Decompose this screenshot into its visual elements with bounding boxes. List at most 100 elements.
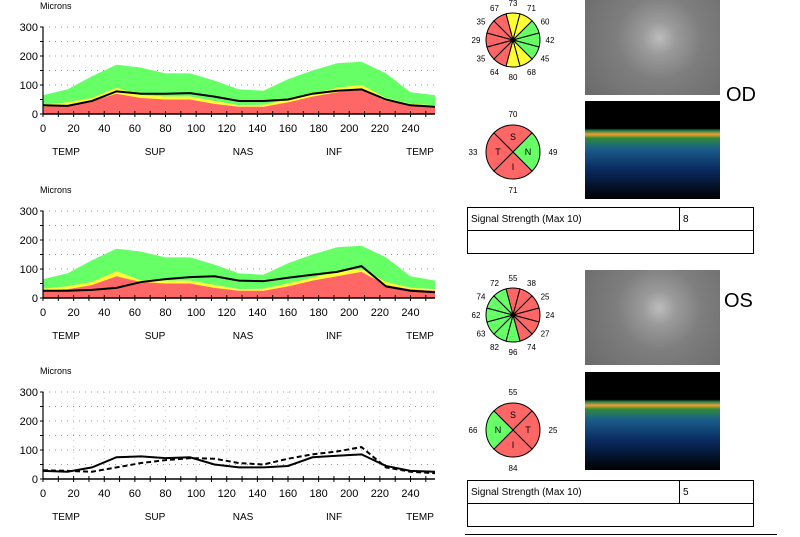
x-tick-label: 240 (401, 123, 419, 135)
sector-label: INF (326, 147, 342, 158)
x-tick-label: 40 (98, 123, 110, 135)
sector-label: TEMP (406, 331, 434, 342)
x-tick-label: 160 (279, 123, 297, 135)
quadrant-value: 49 (549, 148, 558, 157)
tsnit-chart-3: Microns 0 100 200 300 0 20 40 60 80 100 120 140 160 18… (20, 366, 436, 523)
clock-value-label: 55 (509, 274, 518, 283)
x-tick-label: 0 (40, 123, 46, 135)
quadrant-right (512, 132, 541, 172)
x-tick-label: 0 (40, 488, 46, 500)
od-signal-table: Signal Strength (Max 10) 8 (467, 207, 754, 254)
clock-value-label: 74 (527, 343, 536, 352)
quadrant-top (493, 124, 533, 153)
y-tick-label: 300 (20, 206, 38, 218)
x-tick-label: 120 (218, 307, 236, 319)
clock-value-label: 71 (527, 4, 536, 13)
x-tick-label: 60 (129, 488, 141, 500)
clock-value-label: 35 (477, 55, 486, 64)
quadrant-letter: N (525, 147, 532, 157)
clock-value-label: 73 (509, 0, 518, 8)
y-tick-label: 100 (20, 445, 38, 457)
quadrant-bottom (493, 429, 533, 458)
borderline-band (43, 269, 435, 291)
quadrant-left (485, 410, 514, 450)
x-tick-label: 60 (129, 123, 141, 135)
y-tick-label: 200 (20, 51, 38, 63)
x-tick-label: 80 (159, 488, 171, 500)
x-tick-label: 140 (248, 488, 266, 500)
quadrant-letter: I (512, 440, 515, 450)
y-tick-label: 200 (20, 235, 38, 247)
os-oct-scan-image (585, 372, 720, 470)
thickness-line-1 (42, 453, 436, 473)
x-tick-label: 20 (68, 488, 80, 500)
x-tick-label: 240 (401, 307, 419, 319)
os-eye-label: OS (724, 290, 753, 312)
x-tick-label: 140 (248, 307, 266, 319)
thickness-line-2 (42, 446, 436, 475)
x-tick-label: 140 (248, 123, 266, 135)
quadrant-left (485, 132, 514, 172)
quadrant-value: 25 (549, 426, 558, 435)
x-tick-label: 200 (340, 307, 358, 319)
clock-value-label: 63 (477, 330, 486, 339)
quadrant-bottom (493, 151, 533, 180)
os-signal-label: Signal Strength (Max 10) (467, 480, 680, 504)
x-tick-label: 20 (68, 307, 80, 319)
sector-label: INF (326, 512, 342, 523)
tsnit-chart-2: Microns 0 100 200 300 0 20 40 60 80 100 120 140 160 18… (20, 185, 436, 342)
os-quadrant-chart: S 55 T 25 I 84 N 66 (469, 388, 558, 473)
clock-value-label: 45 (541, 55, 550, 64)
y-tick-label: 100 (20, 264, 38, 276)
x-tick-label: 160 (279, 307, 297, 319)
os-signal-value: 5 (679, 480, 754, 504)
x-tick-label: 100 (187, 307, 205, 319)
x-tick-label: 0 (40, 307, 46, 319)
clock-value-label: 27 (541, 330, 550, 339)
x-tick-label: 200 (340, 488, 358, 500)
clock-value-label: 82 (490, 343, 499, 352)
clock-value-label: 80 (509, 73, 518, 82)
outside-normal-band (43, 271, 435, 298)
clock-value-label: 25 (541, 293, 550, 302)
clock-value-label: 68 (527, 68, 536, 77)
clock-value-label: 64 (490, 68, 499, 77)
quadrant-value: 66 (469, 426, 478, 435)
x-tick-label: 60 (129, 307, 141, 319)
x-tick-label: 40 (98, 307, 110, 319)
y-tick-label: 200 (20, 416, 38, 428)
quadrant-value: 55 (509, 388, 518, 397)
x-tick-label: 220 (371, 123, 389, 135)
od-clock-hours-chart: 73 71 60 42 45 68 80 64 35 29 35 67 (472, 0, 555, 82)
sector-label: SUP (145, 512, 166, 523)
y-axis-label: Microns (40, 185, 72, 195)
clock-value-label: 60 (541, 18, 550, 27)
y-tick-label: 0 (32, 109, 38, 121)
x-tick-label: 100 (187, 123, 205, 135)
os-clock-hours-chart: 55 38 25 24 27 74 96 82 63 62 74 72 (472, 274, 555, 357)
sector-label: NAS (233, 512, 254, 523)
normal-band (43, 245, 435, 290)
x-tick-label: 220 (371, 488, 389, 500)
quadrant-value: 70 (509, 110, 518, 119)
clock-value-label: 72 (490, 279, 499, 288)
os-signal-empty-row (467, 503, 754, 527)
x-tick-label: 80 (159, 123, 171, 135)
os-fundus-image (585, 270, 720, 365)
od-oct-scan-image (585, 101, 720, 199)
clock-center (510, 312, 516, 318)
clock-value-label: 29 (472, 36, 481, 45)
x-tick-label: 20 (68, 123, 80, 135)
sector-label: SUP (145, 147, 166, 158)
thickness-line-1 (42, 88, 436, 108)
quadrant-value: 71 (509, 186, 518, 195)
sector-label: TEMP (52, 331, 80, 342)
quadrant-letter: S (510, 132, 516, 142)
sector-label: TEMP (406, 512, 434, 523)
tsnit-chart-1: Microns 0 100 200 300 0 20 40 60 80 100 120 140 160 18… (20, 1, 436, 158)
outside-normal-band (43, 89, 435, 114)
x-tick-label: 160 (279, 488, 297, 500)
quadrant-top (493, 402, 533, 431)
quadrant-right (512, 410, 541, 450)
